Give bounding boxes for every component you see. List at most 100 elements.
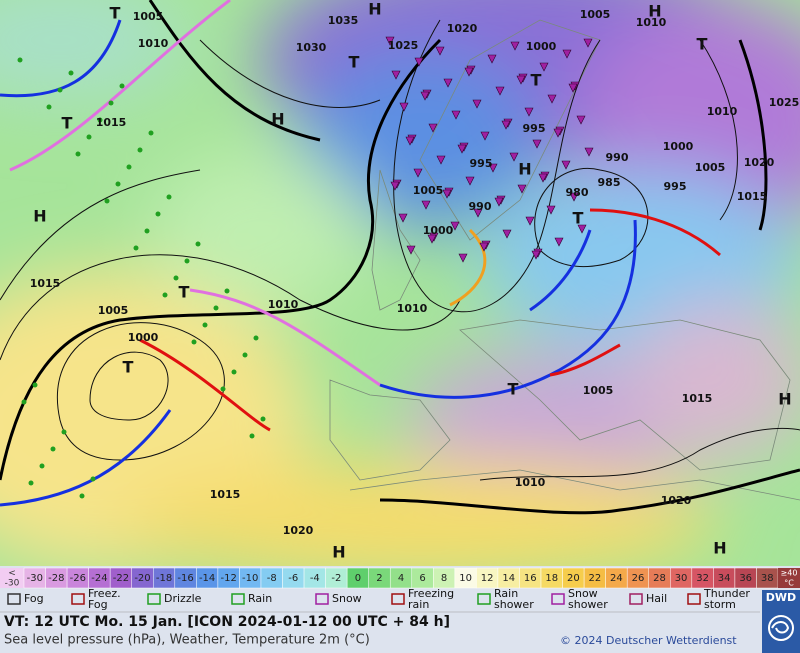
- rain-symbol: [119, 83, 125, 89]
- snow-symbol: [488, 163, 498, 173]
- legend-label: shower: [494, 598, 534, 611]
- isobar-label: 1035: [328, 14, 359, 27]
- scale-label: -24: [91, 573, 107, 584]
- rain-symbol: [68, 70, 74, 76]
- legend-icon: [147, 593, 161, 605]
- pressure-center: T: [697, 35, 708, 54]
- scale-label: 20: [567, 573, 580, 584]
- snow-symbol: [554, 237, 564, 247]
- scale-label: 24: [610, 573, 623, 584]
- rain-symbol: [104, 198, 110, 204]
- snow-symbol: [532, 139, 542, 149]
- legend-label: storm: [704, 598, 736, 611]
- isobar-label: 985: [598, 176, 621, 189]
- rain-symbol: [184, 258, 190, 264]
- legend-label: shower: [568, 598, 608, 611]
- pressure-center: T: [110, 4, 121, 23]
- rain-symbol: [213, 305, 219, 311]
- isobar-label: 1005: [695, 161, 726, 174]
- snow-symbol: [390, 181, 400, 191]
- snow-symbol: [391, 70, 401, 80]
- scale-low-box: [0, 568, 24, 588]
- pressure-center: H: [33, 207, 46, 226]
- isobar-label: 1020: [744, 156, 775, 169]
- rain-symbol: [195, 241, 201, 247]
- isobar-label: 1020: [447, 22, 478, 35]
- scale-label: 2: [376, 573, 382, 584]
- rain-symbol: [28, 480, 34, 486]
- snow-symbol: [451, 110, 461, 120]
- legend-icon: [477, 593, 491, 605]
- snow-symbol: [494, 197, 504, 207]
- rain-symbol: [90, 476, 96, 482]
- snow-symbol: [577, 224, 587, 234]
- legend-label: Freezing: [408, 587, 454, 600]
- isobar-label: 1005: [98, 304, 129, 317]
- isobar-label: 1015: [737, 190, 768, 203]
- legend-icon: [231, 593, 245, 605]
- copyright: © 2024 Deutscher Wetterdienst: [560, 634, 737, 647]
- scale-label: -12: [220, 573, 236, 584]
- isobar-label: 1015: [30, 277, 61, 290]
- snow-symbol: [501, 120, 511, 130]
- rain-symbol: [108, 100, 114, 106]
- legend-icon: [551, 593, 565, 605]
- snow-symbol: [421, 200, 431, 210]
- rain-symbol: [86, 134, 92, 140]
- legend-label: Freez.: [88, 587, 121, 600]
- scale-label: -2: [331, 573, 341, 584]
- snow-symbol: [531, 250, 541, 260]
- snow-symbol: [443, 78, 453, 88]
- rain-symbol: [115, 181, 121, 187]
- isobar-label: 1005: [133, 10, 164, 23]
- scale-label: -4: [310, 573, 320, 584]
- rain-symbol: [220, 386, 226, 392]
- snow-symbol: [414, 57, 424, 67]
- snow-symbol: [458, 253, 468, 263]
- snow-symbol: [385, 36, 395, 46]
- pressure-center: T: [179, 283, 190, 302]
- snow-symbol: [561, 160, 571, 170]
- scale-label: 10: [459, 573, 472, 584]
- legend-label: Hail: [646, 592, 667, 605]
- snow-symbol: [464, 67, 474, 77]
- scale-label: 8: [441, 573, 447, 584]
- snow-symbol: [399, 102, 409, 112]
- scale-label: -18: [156, 573, 172, 584]
- isobar-label: 1020: [661, 494, 692, 507]
- rain-symbol: [97, 117, 103, 123]
- isobar-label: 1010: [397, 302, 428, 315]
- scale-label: 34: [718, 573, 731, 584]
- pressure-center: T: [508, 380, 519, 399]
- rain-symbol: [39, 463, 45, 469]
- rain-symbol: [137, 147, 143, 153]
- isobar-label: 990: [469, 200, 492, 213]
- legend-icon: [7, 593, 21, 605]
- scale-label: 14: [502, 573, 515, 584]
- rain-symbol: [224, 288, 230, 294]
- pressure-center: T: [123, 358, 134, 377]
- scale-label: -20: [134, 573, 150, 584]
- scale-low-label: <: [8, 569, 16, 579]
- legend-icon: [391, 593, 405, 605]
- snow-symbol: [547, 94, 557, 104]
- scale-label: 6: [419, 573, 425, 584]
- valid-time: VT: 12 UTC Mo. 15 Jan. [ICON 2024-01-12 …: [4, 614, 450, 630]
- snow-symbol: [473, 208, 483, 218]
- snow-symbol: [539, 62, 549, 72]
- scale-label: 18: [545, 573, 558, 584]
- rain-symbol: [57, 87, 63, 93]
- scale-label: 30: [675, 573, 688, 584]
- snow-symbol: [546, 205, 556, 215]
- rain-symbol: [50, 446, 56, 452]
- pressure-center: H: [518, 160, 531, 179]
- scale-high-box: [778, 568, 800, 588]
- isobar-label: 1015: [210, 488, 241, 501]
- snow-symbol: [568, 83, 578, 93]
- weather-legend: Fog Freez.Fog Drizzle Rain Snow FreezingrainR…: [7, 587, 750, 611]
- scale-label: 32: [696, 573, 709, 584]
- scale-label: -14: [199, 573, 215, 584]
- isobar-label: 1015: [96, 116, 127, 129]
